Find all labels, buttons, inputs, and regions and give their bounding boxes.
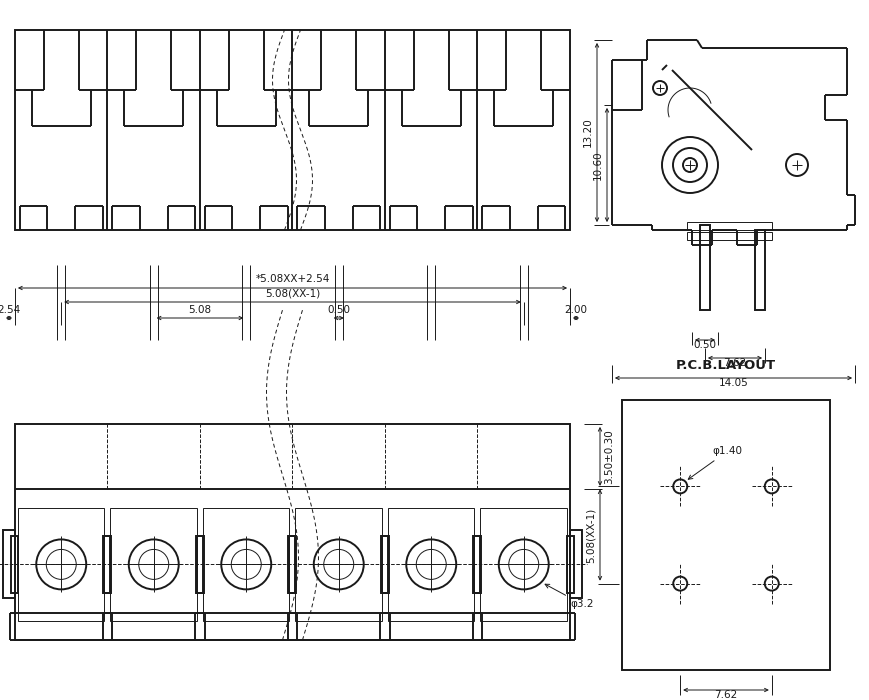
- Bar: [3, 531, 15, 598]
- Text: 3.50±0.30: 3.50±0.30: [603, 429, 614, 484]
- Text: 5.08(XX-1): 5.08(XX-1): [586, 508, 595, 563]
- Bar: [567, 536, 574, 593]
- Bar: [11, 536, 18, 593]
- Bar: [295, 508, 381, 621]
- Bar: [202, 508, 289, 621]
- Bar: [381, 536, 388, 593]
- Text: 13.20: 13.20: [582, 118, 593, 148]
- Bar: [480, 508, 567, 621]
- Bar: [196, 536, 202, 593]
- Bar: [103, 536, 110, 593]
- Bar: [388, 508, 474, 621]
- Text: 0.50: 0.50: [693, 340, 716, 350]
- Text: 2.00: 2.00: [564, 305, 587, 315]
- Text: φ3.2: φ3.2: [545, 584, 594, 610]
- Bar: [15, 424, 569, 640]
- Bar: [15, 30, 569, 230]
- Text: 10.60: 10.60: [593, 150, 602, 180]
- Bar: [196, 536, 203, 593]
- Bar: [104, 536, 111, 593]
- Bar: [289, 536, 295, 593]
- Bar: [621, 400, 829, 670]
- Text: *5.08XX+2.54: *5.08XX+2.54: [255, 274, 329, 284]
- Bar: [569, 531, 581, 598]
- Bar: [289, 536, 296, 593]
- Bar: [687, 222, 771, 230]
- Text: 5.08(XX-1): 5.08(XX-1): [264, 289, 320, 299]
- Text: 7.62: 7.62: [722, 358, 746, 368]
- Text: 5.08: 5.08: [189, 305, 211, 315]
- Text: 14.05: 14.05: [718, 378, 747, 388]
- Text: 7.62: 7.62: [713, 690, 737, 700]
- Bar: [381, 536, 388, 593]
- Bar: [18, 508, 104, 621]
- Text: φ1.40: φ1.40: [687, 447, 741, 480]
- Bar: [700, 225, 709, 310]
- Bar: [754, 230, 764, 310]
- Text: P.C.B.LAYOUT: P.C.B.LAYOUT: [675, 359, 775, 372]
- Bar: [687, 232, 771, 240]
- Text: 2.54: 2.54: [0, 305, 21, 315]
- Bar: [110, 508, 196, 621]
- Text: 0.50: 0.50: [327, 305, 350, 315]
- Bar: [474, 536, 481, 593]
- Bar: [473, 536, 480, 593]
